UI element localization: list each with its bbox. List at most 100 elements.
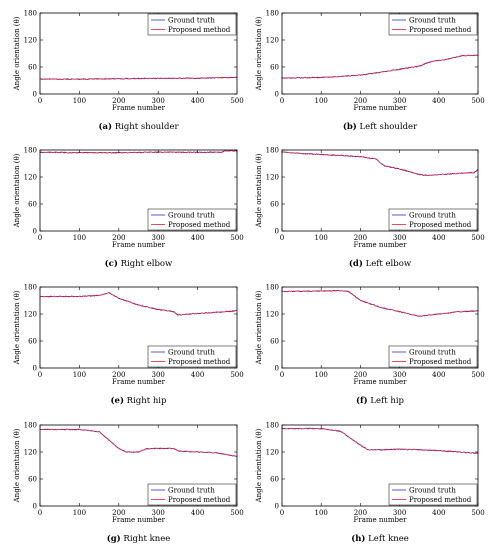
chart-panel-0: 0 100 200 300 400 500 0 60 120 180 Frame number Ang…	[13, 10, 244, 133]
x-axis-label: Frame number	[353, 104, 407, 112]
y-axis-label: Angle orientation (θ)	[255, 428, 263, 503]
legend: Ground truth Proposed method	[388, 208, 478, 231]
legend-entry: Ground truth	[168, 16, 215, 24]
x-tick-label: 300	[152, 509, 165, 517]
plot-frame	[281, 12, 479, 95]
legend: Ground truth Proposed method	[147, 483, 237, 506]
x-tick-label: 200	[354, 97, 367, 105]
legend-entry: Ground truth	[409, 348, 456, 356]
y-tick-label: 120	[24, 174, 37, 182]
x-tick-label: 100	[315, 97, 328, 105]
x-tick-label: 500	[230, 97, 243, 105]
legend-box	[388, 13, 478, 36]
legend: Ground truth Proposed method	[147, 13, 237, 36]
y-axis-label: Angle orientation (θ)	[13, 428, 21, 503]
x-tick-label: 100	[315, 371, 328, 379]
x-tick-label: 300	[393, 234, 406, 242]
y-tick-label: 60	[28, 338, 37, 346]
x-axis-label: Frame number	[112, 104, 166, 112]
x-tick-label: 200	[112, 97, 125, 105]
x-tick-label: 300	[393, 371, 406, 379]
y-tick-label: 0	[33, 365, 37, 373]
x-tick-label: 400	[191, 234, 204, 242]
x-axis-label: Frame number	[353, 241, 407, 249]
x-tick-label: 500	[230, 371, 243, 379]
chart-panel-7: 0 100 200 300 400 500 0 60 120 180 Frame number Ang…	[255, 422, 485, 545]
legend-entry: Ground truth	[409, 16, 456, 24]
legend-box	[147, 483, 237, 506]
y-tick-label: 0	[275, 365, 279, 373]
y-axis-label: Angle orientation (θ)	[255, 290, 263, 365]
x-tick-label: 0	[280, 371, 284, 379]
legend-entry: Ground truth	[409, 486, 456, 494]
y-tick-label: 180	[24, 10, 37, 18]
x-tick-label: 200	[354, 234, 367, 242]
y-tick-label: 60	[270, 201, 279, 209]
x-tick-label: 200	[354, 509, 367, 517]
legend-entry: Proposed method	[168, 496, 231, 504]
panel-caption-title: Right knee	[121, 534, 171, 544]
chart-panel-4: 0 100 200 300 400 500 0 60 120 180 Frame number Ang…	[13, 284, 244, 407]
legend: Ground truth Proposed method	[147, 208, 237, 231]
y-tick-label: 180	[24, 147, 37, 155]
legend: Ground truth Proposed method	[388, 483, 478, 506]
y-axis-label: Angle orientation (θ)	[13, 16, 21, 91]
legend-entry: Proposed method	[409, 26, 472, 34]
series-line-ground-truth	[281, 427, 479, 454]
y-tick-label: 0	[33, 228, 37, 236]
y-tick-label: 180	[266, 10, 279, 18]
x-tick-label: 400	[432, 97, 445, 105]
x-tick-label: 400	[191, 97, 204, 105]
y-tick-label: 60	[28, 201, 37, 209]
series-line-proposed-method	[281, 54, 479, 80]
legend-box	[388, 345, 478, 368]
x-tick-label: 0	[280, 234, 284, 242]
x-tick-label: 0	[38, 371, 42, 379]
panel-caption-title: Left knee	[365, 534, 408, 544]
x-axis-label: Frame number	[112, 516, 166, 524]
y-tick-label: 120	[24, 37, 37, 45]
x-tick-label: 100	[73, 97, 86, 105]
x-tick-label: 500	[230, 509, 243, 517]
panel-caption: (a) Right shoulder	[98, 121, 179, 132]
series-line-proposed-method	[39, 76, 238, 80]
y-tick-label: 0	[275, 91, 279, 99]
y-tick-label: 60	[28, 64, 37, 72]
x-tick-label: 400	[432, 234, 445, 242]
legend-box	[388, 208, 478, 231]
series-line-proposed-method	[281, 427, 479, 455]
x-tick-label: 200	[112, 509, 125, 517]
y-tick-label: 120	[24, 311, 37, 319]
x-tick-label: 0	[280, 509, 284, 517]
panel-caption-letter: (b)	[343, 121, 357, 132]
panel-caption-letter: (f)	[356, 395, 368, 406]
chart-panel-1: 0 100 200 300 400 500 0 60 120 180 Frame number Ang…	[255, 10, 485, 133]
legend-box	[147, 13, 237, 36]
x-tick-label: 400	[191, 371, 204, 379]
panel-caption-letter: (g)	[107, 533, 121, 544]
x-tick-label: 0	[38, 97, 42, 105]
y-tick-label: 120	[266, 37, 279, 45]
legend-entry: Proposed method	[409, 221, 472, 229]
legend-entry: Proposed method	[168, 221, 231, 229]
y-axis-label: Angle orientation (θ)	[255, 153, 263, 228]
panel-caption-title: Right shoulder	[112, 122, 179, 132]
x-tick-label: 100	[315, 234, 328, 242]
x-tick-label: 500	[471, 234, 484, 242]
panel-caption-title: Right hip	[124, 396, 167, 406]
y-tick-label: 180	[24, 422, 37, 430]
chart-panel-5: 0 100 200 300 400 500 0 60 120 180 Frame number Ang…	[255, 284, 485, 407]
plot-frame	[39, 149, 238, 232]
panel-caption-letter: (d)	[349, 258, 363, 269]
x-tick-label: 500	[471, 97, 484, 105]
legend: Ground truth Proposed method	[147, 345, 237, 368]
panel-caption: (c) Right elbow	[105, 258, 173, 269]
panel-caption: (e) Right hip	[111, 395, 167, 406]
legend-entry: Proposed method	[409, 358, 472, 366]
x-tick-label: 400	[432, 509, 445, 517]
x-tick-label: 200	[354, 371, 367, 379]
panel-caption-title: Left hip	[368, 396, 405, 406]
panel-caption-letter: (h)	[351, 533, 365, 544]
legend-box	[147, 208, 237, 231]
